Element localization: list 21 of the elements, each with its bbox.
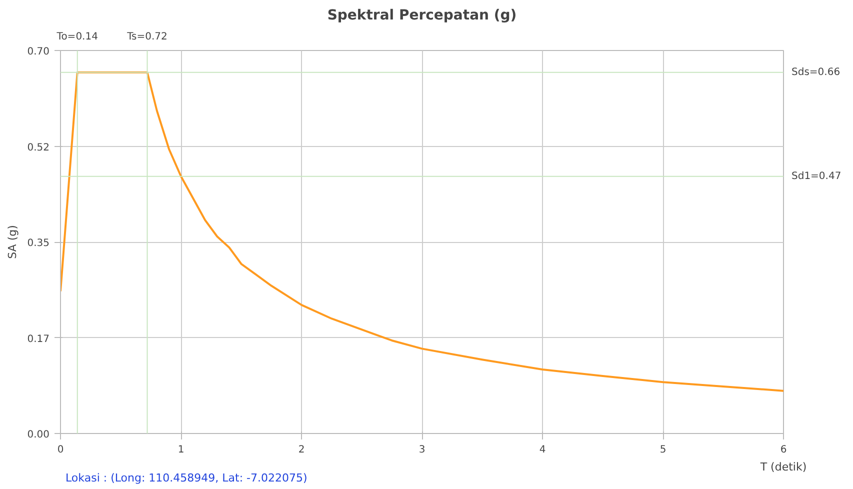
ref-line-label: Ts=0.72: [126, 32, 168, 42]
x-tick-label: 0: [57, 444, 64, 456]
x-axis-title: T (detik): [759, 460, 807, 474]
ref-line-label: Sds=0.66: [792, 66, 840, 78]
y-axis-title: SA (g): [6, 225, 20, 259]
line-series: [60, 71, 784, 392]
x-tick-label: 3: [418, 444, 426, 456]
chart-title: Spektral Percepatan (g): [327, 8, 517, 24]
y-tick-label: 0.35: [27, 238, 50, 249]
text: Lokasi : (Long: 110.458949, Lat: -7.022075): [66, 472, 308, 484]
x-tick-label: 4: [539, 444, 546, 456]
y-tick-label: 0.00: [27, 430, 50, 440]
x-tick-label: 5: [660, 444, 666, 456]
x-tick-label: 6: [780, 444, 787, 456]
y-tick-label: 0.70: [27, 46, 50, 58]
x-tick-label: 1: [178, 444, 184, 456]
x-tick-label: 2: [298, 444, 305, 456]
ref-line-label: To=0.14: [56, 32, 98, 42]
y-tick-label: 0.52: [27, 142, 50, 154]
y-tick-label: 0.17: [27, 334, 50, 345]
ref-line-label: Sd1=0.47: [792, 170, 842, 182]
